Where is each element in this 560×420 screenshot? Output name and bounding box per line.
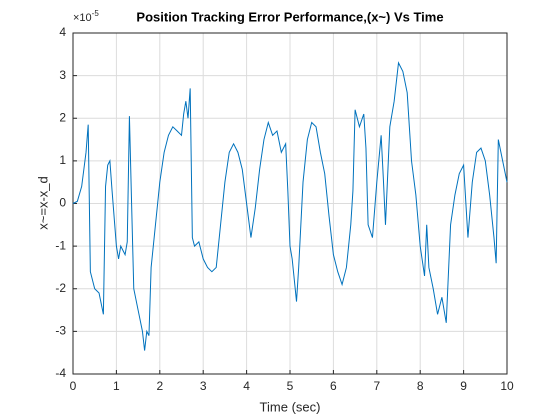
- y-tick-label: -2: [55, 281, 66, 295]
- x-tick-label: 0: [70, 379, 77, 393]
- x-tick-label: 5: [287, 379, 294, 393]
- y-tick-label: 3: [59, 68, 66, 82]
- x-tick-label: 10: [500, 379, 514, 393]
- y-scale-base: ×10: [73, 12, 92, 24]
- y-tick-label: 4: [59, 25, 66, 39]
- x-tick-label: 6: [330, 379, 337, 393]
- y-axis-label: x~=x-x_d: [35, 176, 50, 229]
- x-tick-label: 4: [243, 379, 250, 393]
- x-tick-label: 8: [417, 379, 424, 393]
- x-tick-label: 1: [113, 379, 120, 393]
- y-tick-label: 1: [59, 153, 66, 167]
- x-tick-label: 2: [156, 379, 163, 393]
- y-tick-label: 2: [59, 110, 66, 124]
- y-tick-label: -3: [55, 324, 66, 338]
- y-scale-label: ×10-5: [73, 9, 99, 24]
- y-tick-label: -4: [55, 366, 66, 380]
- data-line: [72, 61, 508, 351]
- y-scale-exponent: -5: [92, 9, 100, 18]
- chart-title: Position Tracking Error Performance,(x~)…: [136, 9, 443, 24]
- x-axis-label: Time (sec): [260, 399, 321, 414]
- x-tick-label: 3: [200, 379, 207, 393]
- y-tick-label: -1: [55, 238, 66, 252]
- x-tick-label: 9: [460, 379, 467, 393]
- x-tick-label: 7: [373, 379, 380, 393]
- y-tick-label: 0: [59, 196, 66, 210]
